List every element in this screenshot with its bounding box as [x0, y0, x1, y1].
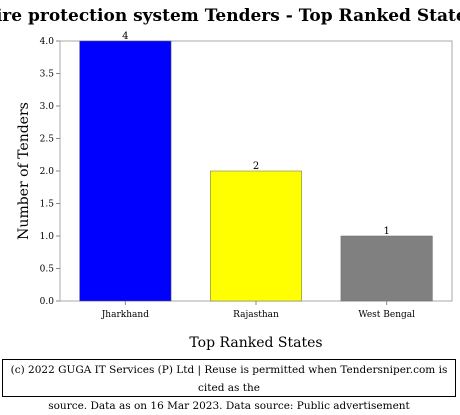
- y-tick-label: 0.0: [40, 297, 55, 307]
- x-tick-label: Rajasthan: [233, 310, 279, 320]
- y-axis: 0.0 0.5 1.0 1.5 2.0 2.5 3.0 3.5 4.0: [40, 37, 60, 307]
- bar-jharkhand: [79, 40, 172, 302]
- footer-line-1: (c) 2022 GUGA IT Services (P) Ltd | Reus…: [10, 364, 448, 394]
- y-tick-label: 2.5: [40, 135, 55, 145]
- data-label: 4: [122, 31, 128, 42]
- footer-credit: (c) 2022 GUGA IT Services (P) Ltd | Reus…: [2, 359, 456, 412]
- bar-rajasthan: [210, 170, 302, 302]
- y-tick-label: 4.0: [40, 37, 55, 47]
- x-axis-label: Top Ranked States: [189, 335, 322, 351]
- chart-title: Fire protection system Tenders - Top Ran…: [0, 6, 460, 26]
- x-tick-label: Jharkhand: [101, 310, 149, 320]
- y-tick-label: 3.0: [40, 102, 55, 112]
- y-tick-label: 1.5: [40, 200, 55, 210]
- bar-west-bengal: [340, 235, 433, 302]
- y-tick-label: 3.5: [40, 70, 55, 80]
- bars: [79, 40, 433, 302]
- y-tick-label: 0.5: [40, 265, 55, 275]
- y-tick-label: 2.0: [40, 167, 55, 177]
- data-label: 2: [253, 161, 259, 172]
- y-tick-label: 1.0: [40, 232, 55, 242]
- data-label: 1: [383, 226, 389, 237]
- chart: Fire protection system Tenders - Top Ran…: [0, 6, 460, 351]
- x-tick-label: West Bengal: [358, 310, 415, 320]
- y-axis-label: Number of Tenders: [16, 102, 32, 240]
- x-axis: Jharkhand Rajasthan West Bengal: [101, 301, 415, 320]
- data-labels: 4 2 1: [122, 31, 390, 237]
